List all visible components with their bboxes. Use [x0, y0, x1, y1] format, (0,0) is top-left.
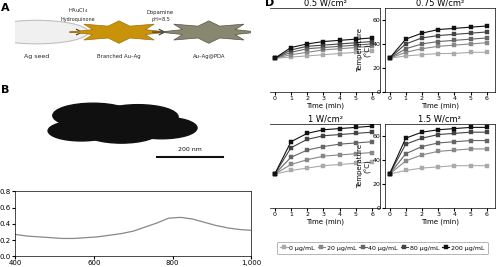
Text: A: A	[1, 3, 10, 13]
Text: Hydroquinone: Hydroquinone	[60, 17, 95, 22]
X-axis label: Time (min): Time (min)	[306, 102, 344, 109]
Text: Dopamine: Dopamine	[147, 10, 174, 15]
Polygon shape	[159, 21, 258, 43]
Title: 0.75 W/cm²: 0.75 W/cm²	[416, 0, 464, 7]
X-axis label: Time (min): Time (min)	[421, 102, 459, 109]
Circle shape	[53, 103, 133, 128]
Title: 0.5 W/cm²: 0.5 W/cm²	[304, 0, 346, 7]
Circle shape	[126, 117, 197, 139]
Circle shape	[84, 120, 159, 143]
Legend: 0 μg/mL, 20 μg/mL, 40 μg/mL, 80 μg/mL, 200 μg/mL: 0 μg/mL, 20 μg/mL, 40 μg/mL, 80 μg/mL, 2…	[277, 242, 488, 254]
Circle shape	[98, 105, 178, 129]
X-axis label: Time (min): Time (min)	[306, 218, 344, 225]
Text: pH=8.5: pH=8.5	[151, 17, 170, 22]
Text: HAuCl$_4$: HAuCl$_4$	[68, 6, 87, 15]
Text: B: B	[1, 85, 9, 95]
Circle shape	[0, 20, 88, 44]
Y-axis label: Temperature
(°C): Temperature (°C)	[357, 28, 371, 72]
Y-axis label: Temperature
(°C): Temperature (°C)	[357, 144, 371, 188]
Text: Branched Au–Ag: Branched Au–Ag	[97, 54, 141, 59]
Circle shape	[48, 121, 114, 141]
Text: Ag seed: Ag seed	[24, 54, 49, 59]
X-axis label: Time (min): Time (min)	[421, 218, 459, 225]
Text: D: D	[266, 0, 274, 8]
Polygon shape	[70, 21, 168, 43]
Text: Au–Ag@PDA: Au–Ag@PDA	[192, 54, 225, 59]
Title: 1 W/cm²: 1 W/cm²	[308, 114, 342, 123]
Title: 1.5 W/cm²: 1.5 W/cm²	[418, 114, 462, 123]
Text: 200 nm: 200 nm	[178, 147, 202, 152]
